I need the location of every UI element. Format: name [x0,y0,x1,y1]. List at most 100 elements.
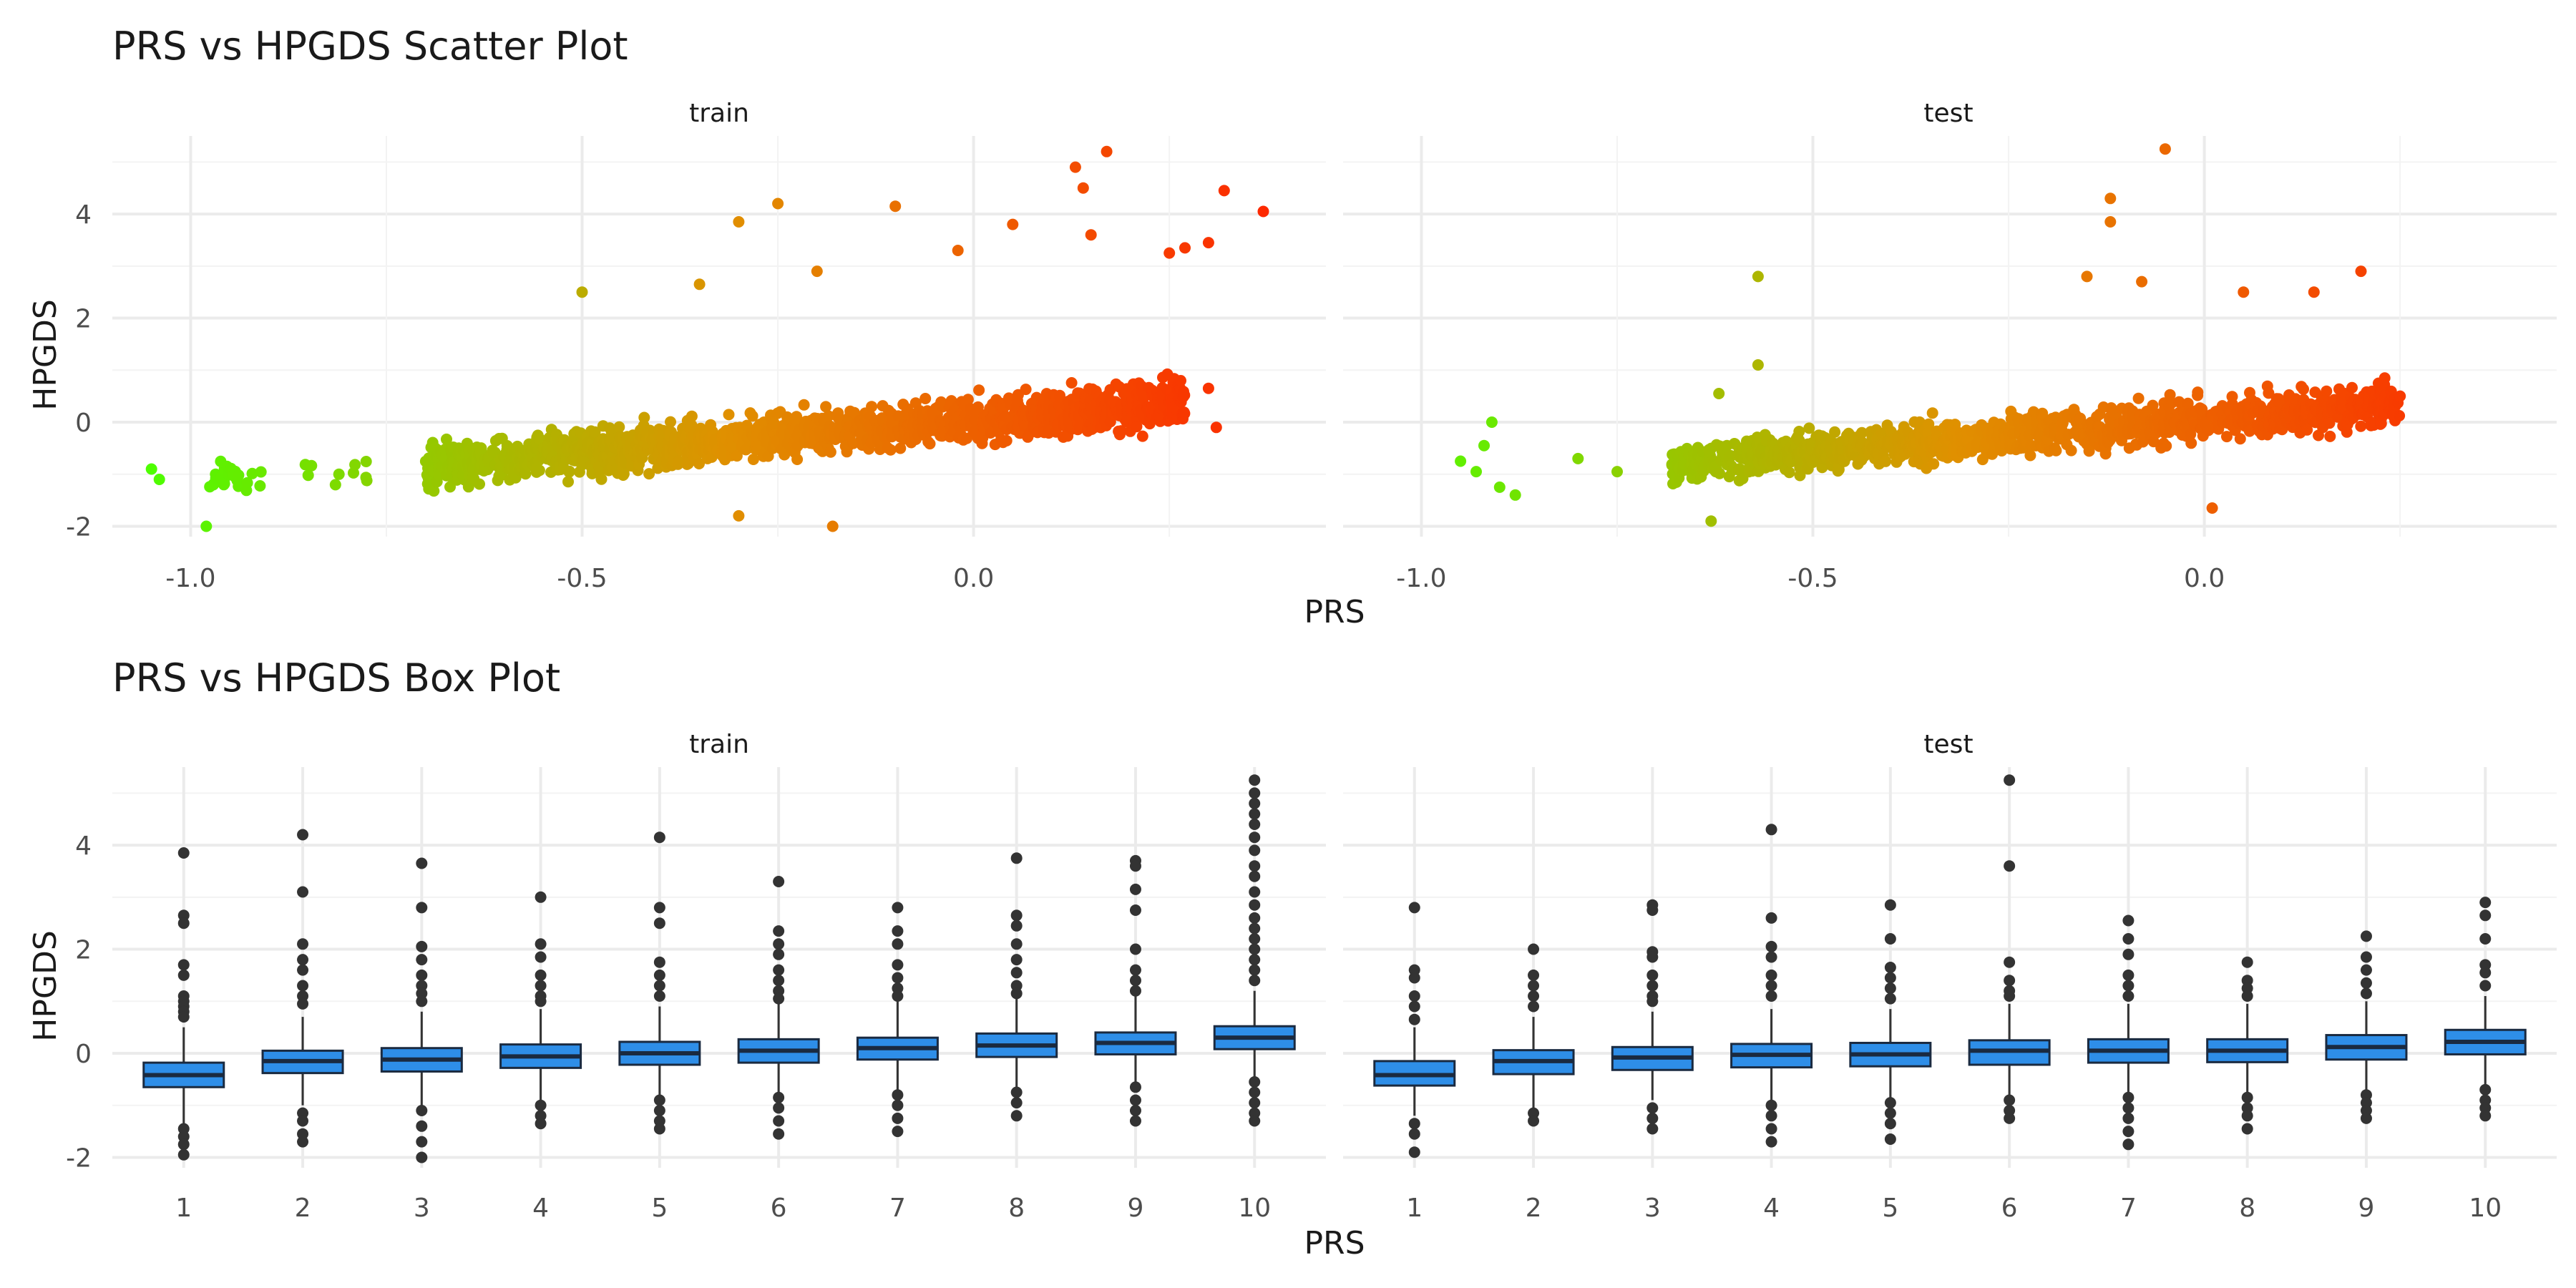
box-outlier [1528,969,1540,981]
box-x-tick-label: 6 [2001,1194,2018,1223]
scatter-point [1572,452,1584,464]
box-outlier [892,902,904,914]
scatter-point [428,485,440,497]
scatter-y-tick-label: 0 [75,409,92,438]
box-outlier [416,857,428,869]
box-x-tick-label: 5 [1882,1194,1898,1223]
box-outlier [1528,1000,1540,1013]
box-outlier [1646,1123,1659,1135]
box-outlier [1884,982,1896,995]
box-outlier [1249,1115,1261,1127]
box-outlier [2360,987,2372,1000]
box-outlier [653,1123,665,1135]
box-y-tick-labels: -2 0 2 4 [66,831,92,1173]
box-outlier [653,1105,665,1116]
scatter-point [2238,286,2250,298]
box-x-tick-label: 4 [1763,1194,1780,1223]
box-outlier [892,1126,904,1138]
scatter-point [820,401,832,413]
scatter-point [2394,390,2406,402]
box-5 [618,831,701,1135]
scatter-point [1611,466,1623,478]
box-outlier [1528,990,1540,1002]
box-outlier [1646,995,1659,1008]
box-outlier [1249,870,1261,882]
box-outlier [1010,919,1023,932]
box-outlier [2122,914,2135,927]
scatter-point [218,478,230,489]
box-outlier [1646,904,1659,916]
scatter-point [1752,270,1764,283]
box-outlier [2360,951,2372,963]
box-outlier [416,940,428,952]
box-y-axis-title: HPGDS [27,930,64,1042]
box-x-tick-label: 10 [1238,1194,1271,1223]
box-outlier [1408,1013,1420,1025]
scatter-y-tick-label: -2 [66,512,92,542]
box-x-tick-label: 6 [771,1194,787,1223]
box-outlier [653,831,665,844]
box-8 [2206,956,2289,1135]
box-outlier [653,1115,665,1127]
scatter-point [2323,417,2336,429]
scatter-point [723,409,735,421]
scatter-point [563,465,575,477]
scatter-point [255,466,267,478]
box-outlier [2241,956,2253,968]
scatter-point [1175,375,1186,386]
box-outlier [1249,886,1261,898]
box-outlier [297,980,309,992]
scatter-point [894,442,907,454]
box-outlier [1249,964,1261,976]
box-1 [1373,902,1456,1158]
box-outlier [1010,987,1023,1000]
scatter-x-tick-label: -0.5 [1787,564,1838,593]
box-outlier [297,829,309,841]
box-outlier [2479,967,2492,979]
scatter-point [145,463,157,475]
scatter-point [2375,417,2387,429]
box-title: PRS vs HPGDS Box Plot [112,655,560,701]
scatter-point [533,464,545,477]
box-6 [737,876,820,1140]
box-outlier [892,1089,904,1101]
box-outlier [1408,1128,1420,1140]
box-outlier [535,891,547,903]
box-outlier [1129,975,1141,987]
box-outlier [892,990,904,1002]
scatter-point [1202,382,1214,394]
box-outlier [653,969,665,981]
scatter-point [1713,388,1725,399]
box-outlier [1010,954,1023,966]
box-outlier [416,954,428,966]
box-outlier [1010,852,1023,864]
box-y-tick-label: -2 [66,1143,92,1173]
box-outlier [1129,904,1141,916]
scatter-point [2346,381,2358,394]
box-outlier [1249,1086,1261,1098]
box-outlier [1884,962,1896,973]
box-outlier [2122,1126,2135,1138]
box-outlier [773,1091,785,1103]
scatter-point [200,520,213,532]
scatter-point [791,454,804,465]
scatter-point [1493,481,1506,493]
scatter-point [768,416,780,429]
box-outlier [892,1112,904,1124]
scatter-point [772,197,784,210]
box-outlier [773,1128,785,1140]
box-outlier [653,980,665,992]
box-outlier [1408,1118,1420,1130]
scatter-strip-train: train [689,99,749,128]
box-outlier [1884,992,1896,1005]
box-outlier [773,964,785,976]
box-outlier [653,956,665,968]
scatter-point [1478,439,1490,452]
box-outlier [535,1099,547,1111]
box-outlier [1249,1076,1261,1088]
scatter-y-tick-label: 4 [75,200,92,230]
box-outlier [1129,1094,1141,1106]
scatter-point [1136,430,1148,442]
scatter-x-tick-labels: -1.0 -0.5 0.0 -1.0 -0.5 0.0 [165,564,2225,593]
scatter-point [1054,389,1065,401]
